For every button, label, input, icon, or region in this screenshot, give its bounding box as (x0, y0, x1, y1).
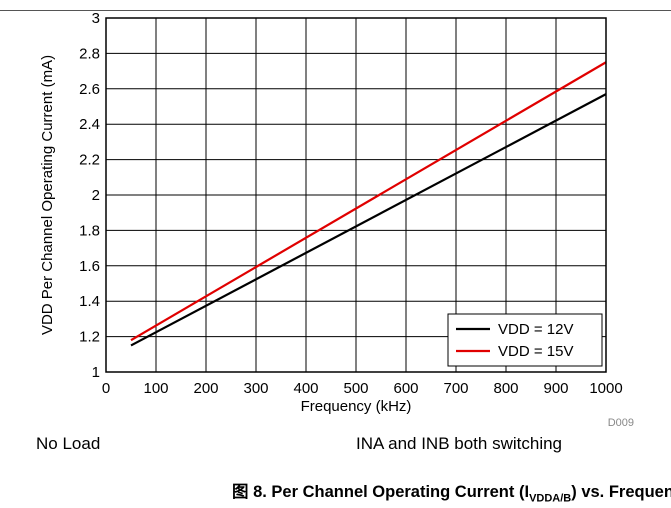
y-tick-label: 2.2 (79, 152, 100, 169)
y-tick-label: 2.4 (79, 116, 100, 133)
x-tick-label: 900 (543, 380, 568, 397)
figure-caption: 图 8. Per Channel Operating Current (IVDD… (232, 478, 671, 504)
series-line (130, 61, 607, 342)
y-axis-label: VDD Per Channel Operating Current (mA) (39, 55, 56, 335)
y-tick-label: 1.4 (79, 293, 100, 310)
y-tick-label: 2 (92, 187, 100, 204)
y-tick-label: 1.8 (79, 222, 100, 239)
x-tick-label: 1000 (589, 380, 622, 397)
caption-prefix: 图 8. Per Channel Operating Current (I (232, 483, 530, 501)
x-tick-label: 800 (493, 380, 518, 397)
top-rule (0, 10, 671, 11)
series-layer (130, 61, 607, 347)
legend-label: VDD = 12V (498, 321, 573, 338)
x-tick-label: 600 (393, 380, 418, 397)
current-vs-frequency-chart: 0 100 200 300 400 500 600 700 800 900 1000 1 1.2 1.4 1… (39, 10, 634, 429)
y-tick-label: 2.6 (79, 81, 100, 98)
x-tick-label: 300 (243, 380, 268, 397)
y-tick-label: 2.8 (79, 45, 100, 62)
caption-suffix: ) vs. Frequency (571, 483, 671, 501)
x-tick-label: 0 (102, 380, 110, 397)
legend-box (447, 313, 603, 367)
figure-id: D009 (608, 417, 634, 429)
x-tick-label: 200 (193, 380, 218, 397)
y-tick-label: 1.6 (79, 258, 100, 275)
x-axis-label: Frequency (kHz) (301, 398, 412, 415)
x-tick-label: 400 (293, 380, 318, 397)
tick-labels: 0 100 200 300 400 500 600 700 800 900 1000 1 1.2 1.4 1… (79, 10, 623, 397)
y-tick-label: 3 (92, 10, 100, 27)
y-tick-label: 1 (92, 364, 100, 381)
x-tick-label: 700 (443, 380, 468, 397)
note-switching: INA and INB both switching (356, 434, 563, 453)
x-tick-label: 500 (343, 380, 368, 397)
legend-label: VDD = 15V (498, 343, 573, 360)
series-line (130, 93, 607, 347)
note-no-load: No Load (36, 434, 101, 453)
caption-subscript: VDDA/B (529, 492, 572, 505)
legend: VDD = 12V VDD = 15V (447, 313, 603, 367)
x-tick-label: 100 (143, 380, 168, 397)
y-tick-label: 1.2 (79, 329, 100, 346)
plot-frame (105, 17, 607, 373)
